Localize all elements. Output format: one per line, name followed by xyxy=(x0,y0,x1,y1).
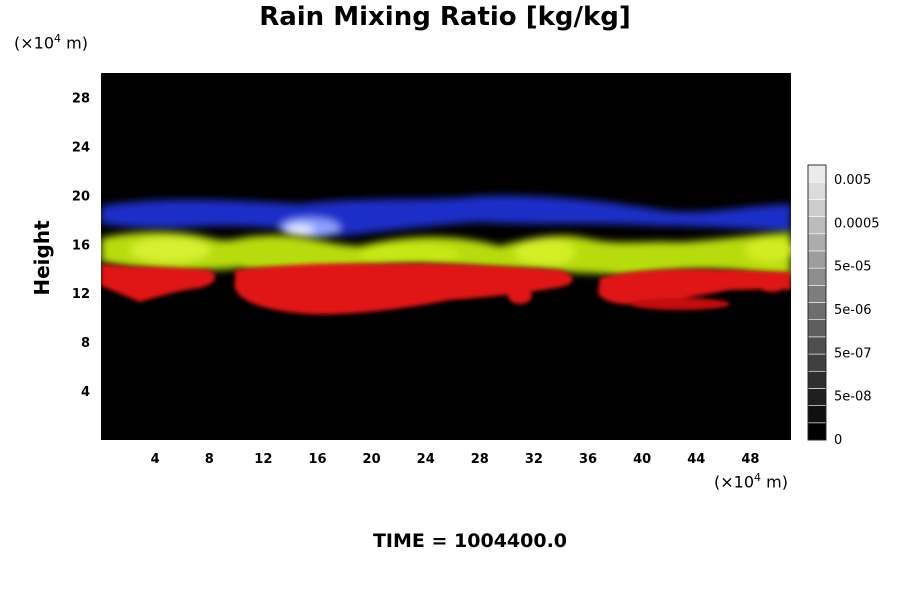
heatmap-layer-blue xyxy=(101,195,791,238)
y-tick-label: 12 xyxy=(72,287,90,302)
colorbar-label: 5e-07 xyxy=(834,346,872,361)
chart-title: Rain Mixing Ratio [kg/kg] xyxy=(259,2,631,32)
x-tick-label: 12 xyxy=(254,452,272,467)
y-tick-label: 4 xyxy=(81,385,90,400)
y-tick-label: 28 xyxy=(72,91,90,106)
colorbar xyxy=(807,164,827,441)
x-tick-label: 48 xyxy=(741,452,759,467)
x-axis-unit: (×104 m) xyxy=(714,471,788,492)
colorbar-level xyxy=(807,302,827,320)
x-tick-label: 32 xyxy=(525,452,543,467)
colorbar-level xyxy=(807,336,827,355)
x-tick-label: 8 xyxy=(205,452,214,467)
colorbar-label: 5e-06 xyxy=(834,303,872,318)
colorbar-level xyxy=(807,181,827,200)
y-tick-label: 20 xyxy=(72,189,90,204)
x-tick-label: 24 xyxy=(417,452,435,467)
colorbar-frame xyxy=(807,164,827,441)
y-tick-label: 24 xyxy=(72,140,90,155)
x-tick-labels: 4 8 12 16 20 24 28 32 36 40 44 48 xyxy=(151,452,760,467)
colorbar-level xyxy=(807,353,827,372)
colorbar-label: 5e-08 xyxy=(834,390,872,405)
x-tick-label: 36 xyxy=(579,452,597,467)
y-axis-unit: (×104 m) xyxy=(14,32,88,53)
heatmap-layer-red xyxy=(101,263,791,315)
colorbar-label: 0 xyxy=(834,433,842,448)
x-tick-label: 16 xyxy=(308,452,326,467)
x-tick-label: 20 xyxy=(363,452,381,467)
y-tick-label: 16 xyxy=(72,238,90,253)
colorbar-label: 0.005 xyxy=(834,173,871,188)
x-tick-label: 4 xyxy=(151,452,160,467)
colorbar-level xyxy=(807,370,827,389)
x-tick-label: 44 xyxy=(687,452,705,467)
y-tick-labels: 4 8 12 16 20 24 28 xyxy=(72,91,90,400)
colorbar-level xyxy=(807,405,827,424)
colorbar-level xyxy=(807,319,827,338)
y-tick-label: 8 xyxy=(81,336,90,351)
x-tick-label: 40 xyxy=(633,452,651,467)
colorbar-labels: 0.005 0.0005 5e-05 5e-06 5e-07 5e-08 0 xyxy=(834,173,880,448)
colorbar-level xyxy=(807,216,827,235)
colorbar-level xyxy=(807,267,827,286)
x-tick-label: 28 xyxy=(471,452,489,467)
colorbar-level xyxy=(807,285,827,303)
colorbar-level xyxy=(807,422,827,441)
time-label: TIME = 1004400.0 xyxy=(372,530,568,552)
colorbar-level xyxy=(807,233,827,252)
colorbar-label: 5e-05 xyxy=(834,260,872,275)
colorbar-level xyxy=(807,164,827,183)
colorbar-level xyxy=(807,388,827,406)
heatmap-layer-yellow xyxy=(101,231,791,276)
colorbar-label: 0.0005 xyxy=(834,216,880,231)
colorbar-level xyxy=(807,250,827,269)
colorbar-level xyxy=(807,199,827,217)
